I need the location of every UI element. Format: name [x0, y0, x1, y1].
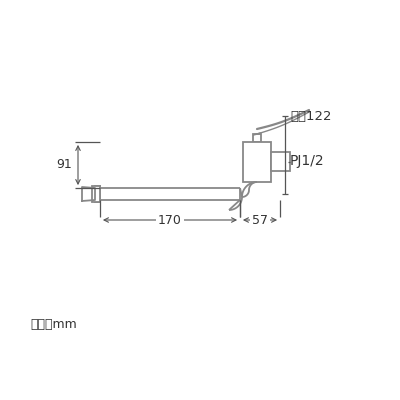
Bar: [95, 186, 100, 202]
Text: 170: 170: [158, 214, 182, 226]
Text: 最高122: 最高122: [290, 110, 332, 122]
Bar: [243, 142, 271, 182]
Text: 57: 57: [252, 214, 268, 226]
Bar: [253, 134, 261, 142]
Bar: [92, 186, 100, 202]
Text: 単位：mm: 単位：mm: [30, 318, 77, 332]
Bar: [271, 152, 290, 171]
Text: PJ1/2: PJ1/2: [290, 154, 325, 168]
Text: 91: 91: [56, 158, 72, 172]
